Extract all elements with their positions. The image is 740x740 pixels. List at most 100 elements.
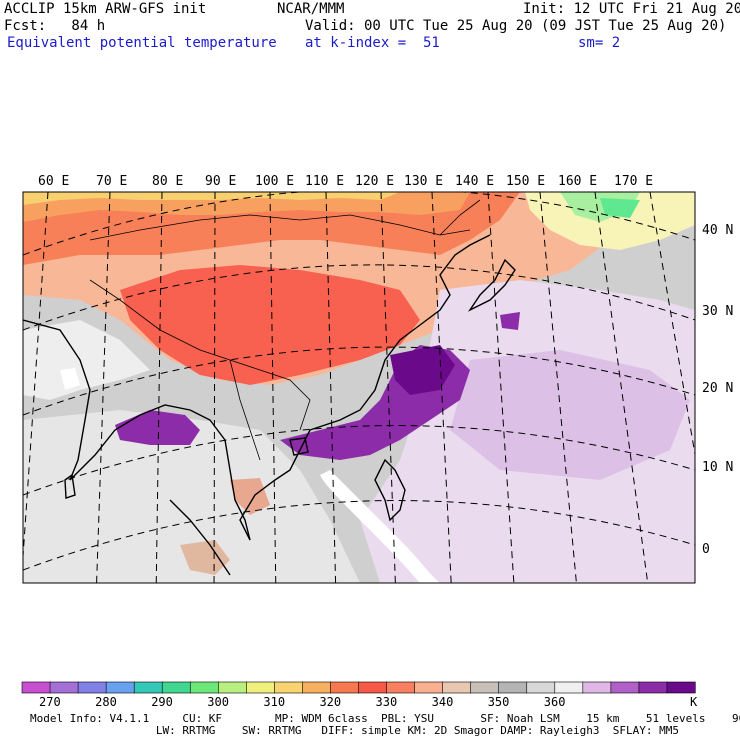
himalaya-border [89, 279, 261, 371]
lon-100 [269, 192, 277, 583]
lat-30 [23, 264, 695, 331]
colorbar-swatch [554, 681, 584, 694]
mongolia-border [89, 214, 471, 241]
colorbar-swatch [217, 681, 247, 694]
colorbar-swatch [105, 681, 135, 694]
lon-label: 60 E [38, 174, 69, 189]
colorbar-swatch [498, 681, 528, 694]
colorbar-swatch [638, 681, 668, 694]
lat-label: 0 [702, 542, 710, 557]
lat-label: 40 N [702, 223, 733, 238]
colorbar-swatch [666, 681, 696, 694]
graticule [23, 192, 695, 583]
pacific-spot [500, 312, 520, 330]
colorbar-swatch [442, 681, 472, 694]
philippines-outline [374, 458, 406, 522]
russia-border [439, 199, 481, 236]
model-info-line2: LW: RRTMG SW: RRTMG DIFF: simple KM: 2D … [30, 724, 680, 737]
lon-90 [213, 192, 216, 583]
hainan-outline [289, 437, 309, 456]
init-time: Init: 12 UTC Fri 21 Aug 20 [523, 1, 740, 17]
dry-streak [320, 470, 440, 583]
latitude-labels: 40 N 30 N 20 N 10 N 0 [702, 223, 733, 557]
map-field [23, 192, 695, 583]
core-purple [390, 345, 455, 395]
borders [89, 199, 481, 461]
white-patch [60, 368, 80, 390]
colorbar-swatch [49, 681, 79, 694]
lon-170 [649, 192, 695, 458]
colorbar [21, 681, 696, 694]
smoothing: sm= 2 [578, 35, 621, 51]
colorbar-swatch [274, 681, 304, 694]
pacific-lilac [450, 350, 690, 480]
lat-20 [23, 346, 695, 416]
lon-130 [431, 192, 452, 583]
sri-lanka-outline [64, 473, 76, 499]
japan-outline [467, 258, 516, 312]
lat-40 [23, 192, 695, 256]
colorbar-tick-label: 280 [95, 695, 117, 709]
valid-time: Valid: 00 UTC Tue 25 Aug 20 (09 JST Tue … [305, 18, 727, 34]
lon-label: 70 E [96, 174, 127, 189]
colorbar-swatch [246, 681, 275, 694]
burma-border [229, 359, 261, 461]
lon-label: 130 E [404, 174, 443, 189]
longitude-labels: 60 E 70 E 80 E 90 E 100 E 110 E 120 E 13… [38, 174, 653, 189]
burma-coast [189, 409, 251, 541]
colorbar-tick-label: 330 [375, 695, 398, 709]
colorbar-tick-label: 300 [207, 695, 229, 709]
map-frame [22, 191, 696, 584]
colorbar-swatch [414, 681, 444, 694]
peninsula-warm [230, 478, 270, 515]
lat-0 [23, 500, 695, 571]
colorbar-swatch [386, 681, 416, 694]
sumatra-warm [180, 540, 230, 575]
colorbar-tick-label: 310 [263, 695, 286, 709]
lon-label: 110 E [305, 174, 344, 189]
colorbar-swatch [330, 681, 360, 694]
lon-label: 120 E [355, 174, 394, 189]
lon-60 [23, 192, 49, 564]
lon-70 [96, 192, 111, 583]
org-label: NCAR/MMM [277, 1, 345, 17]
colorbar-swatch [358, 681, 388, 694]
lon-label: 80 E [152, 174, 183, 189]
colorbar-swatch [77, 681, 107, 694]
lon-label: 140 E [455, 174, 494, 189]
lon-label: 100 E [255, 174, 294, 189]
forecast-hour: Fcst: 84 h [4, 18, 106, 34]
colorbar-tick-label: 270 [39, 695, 61, 709]
lon-140 [487, 192, 515, 583]
yellow-zone [23, 192, 400, 205]
bay-bengal-purple [115, 410, 200, 445]
indochina-coast [239, 429, 311, 541]
colorbar-swatch [470, 681, 500, 694]
india-west-coast [23, 319, 91, 481]
lat-10 [23, 425, 695, 496]
lon-label: 160 E [558, 174, 597, 189]
model-title: ACCLIP 15km ARW-GFS init [4, 1, 207, 17]
lat-label: 30 N [702, 304, 733, 319]
colorbar-tick-label: 360 [543, 695, 566, 709]
lon-label: 170 E [614, 174, 653, 189]
lon-160 [594, 192, 649, 583]
colorbar-swatch [189, 681, 219, 694]
level-index: at k-index = 51 [305, 35, 440, 51]
lon-80 [155, 192, 163, 583]
colorbar-swatch [21, 681, 51, 694]
model-info-line1: Model Info: V4.1.1 CU: KF MP: WDM 6class… [30, 712, 740, 725]
colorbar-swatch [133, 681, 163, 694]
colorbar-swatch [161, 681, 191, 694]
colorbar-tick-label: 320 [319, 695, 342, 709]
colorbar-swatch [582, 681, 612, 694]
colorbar-swatch [526, 681, 556, 694]
colorbar-swatch [610, 681, 640, 694]
lon-label: 150 E [506, 174, 545, 189]
lon-label: 90 E [205, 174, 236, 189]
colorbar-swatch [302, 681, 332, 694]
lon-110 [325, 192, 337, 583]
colorbar-tick-label: 340 [431, 695, 454, 709]
lon-120 [380, 192, 396, 583]
lon-150 [539, 192, 577, 583]
